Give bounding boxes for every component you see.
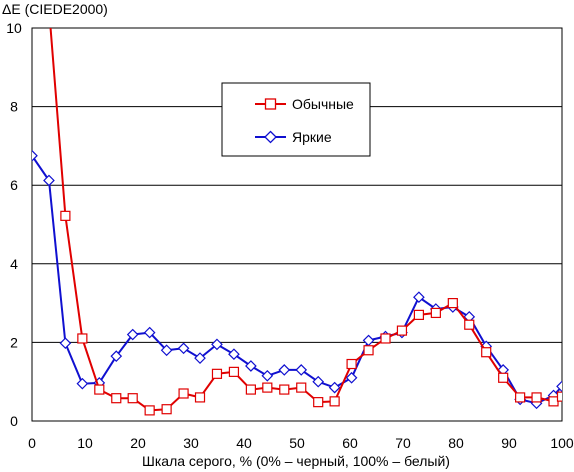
data-point: [329, 396, 340, 407]
data-point: [143, 326, 156, 339]
y-tick-label: 6: [10, 177, 18, 193]
legend-box: [221, 82, 371, 157]
data-point: [76, 377, 89, 390]
x-tick-label: 90: [501, 435, 517, 451]
x-axis-ticks: 0 10 20 30 40 50 60 70 80 90 100: [28, 435, 574, 451]
data-point: [380, 333, 391, 344]
data-point: [346, 358, 357, 370]
data-point: [345, 371, 358, 384]
y-axis-title: ΔE (CIEDE2000): [2, 1, 108, 17]
data-point: [363, 345, 374, 356]
x-tick-label: 70: [395, 435, 411, 451]
data-point: [413, 291, 425, 304]
series-layer: [32, 28, 562, 416]
data-point: [111, 393, 122, 404]
legend-label-obychnye: Обычные: [292, 96, 354, 112]
data-point: [278, 364, 291, 376]
data-point: [245, 384, 256, 395]
x-tick-label: 10: [77, 435, 93, 451]
y-tick-label: 10: [6, 20, 22, 36]
x-axis-title: Шкала серого, % (0% – черный, 100% – бел…: [142, 453, 450, 469]
y-axis-ticks: 0 2 4 6 8 10: [6, 20, 22, 429]
legend-marker-yarkie: [264, 130, 277, 144]
x-tick-label: 80: [448, 435, 464, 451]
data-point: [515, 392, 526, 403]
data-point: [211, 338, 223, 351]
x-tick-label: 40: [236, 435, 252, 451]
x-tick-label: 30: [183, 435, 199, 451]
data-point: [430, 307, 441, 319]
x-tick-label: 100: [550, 435, 574, 451]
data-point: [498, 372, 509, 383]
data-point: [245, 360, 257, 372]
data-point: [194, 352, 206, 364]
legend-label-yarkie: Яркие: [292, 129, 332, 145]
series-obychnye: [49, 28, 562, 416]
data-point: [94, 384, 105, 395]
data-point: [59, 337, 72, 350]
data-point: [77, 333, 88, 344]
x-tick-label: 20: [130, 435, 146, 451]
data-point: [396, 325, 408, 336]
x-tick-label: 0: [28, 435, 36, 451]
x-tick-label: 50: [289, 435, 305, 451]
data-point: [161, 404, 172, 415]
data-point: [43, 174, 55, 187]
data-point: [160, 344, 173, 357]
data-point: [548, 396, 559, 407]
x-tick-label: 60: [342, 435, 358, 451]
data-point: [126, 328, 139, 341]
data-point: [262, 382, 273, 393]
data-point: [279, 384, 290, 395]
data-point: [328, 381, 341, 394]
data-point: [531, 392, 542, 403]
data-point: [312, 375, 325, 388]
plot-area-border: [31, 27, 563, 422]
data-point: [556, 380, 562, 393]
data-point: [211, 368, 223, 379]
data-point: [127, 393, 138, 404]
data-point: [313, 397, 324, 408]
data-point: [295, 364, 308, 376]
data-point: [228, 366, 240, 377]
y-tick-label: 4: [10, 256, 18, 272]
data-point: [144, 405, 155, 416]
data-point: [60, 210, 71, 221]
data-point: [556, 391, 562, 402]
y-tick-label: 0: [10, 413, 18, 429]
data-point: [194, 392, 206, 403]
data-point: [413, 309, 424, 320]
data-point: [178, 388, 189, 399]
data-point: [464, 319, 475, 330]
data-point: [447, 298, 458, 309]
data-point: [296, 382, 307, 393]
data-point: [110, 350, 123, 363]
data-point: [32, 149, 38, 162]
legend-marker-obychnye: [264, 98, 277, 110]
data-point: [261, 369, 274, 382]
y-tick-label: 2: [10, 334, 18, 350]
data-point: [177, 342, 190, 355]
legend: Обычные Яркие: [221, 82, 371, 157]
data-point: [481, 347, 492, 358]
data-point: [228, 348, 240, 361]
y-tick-label: 8: [10, 99, 18, 115]
